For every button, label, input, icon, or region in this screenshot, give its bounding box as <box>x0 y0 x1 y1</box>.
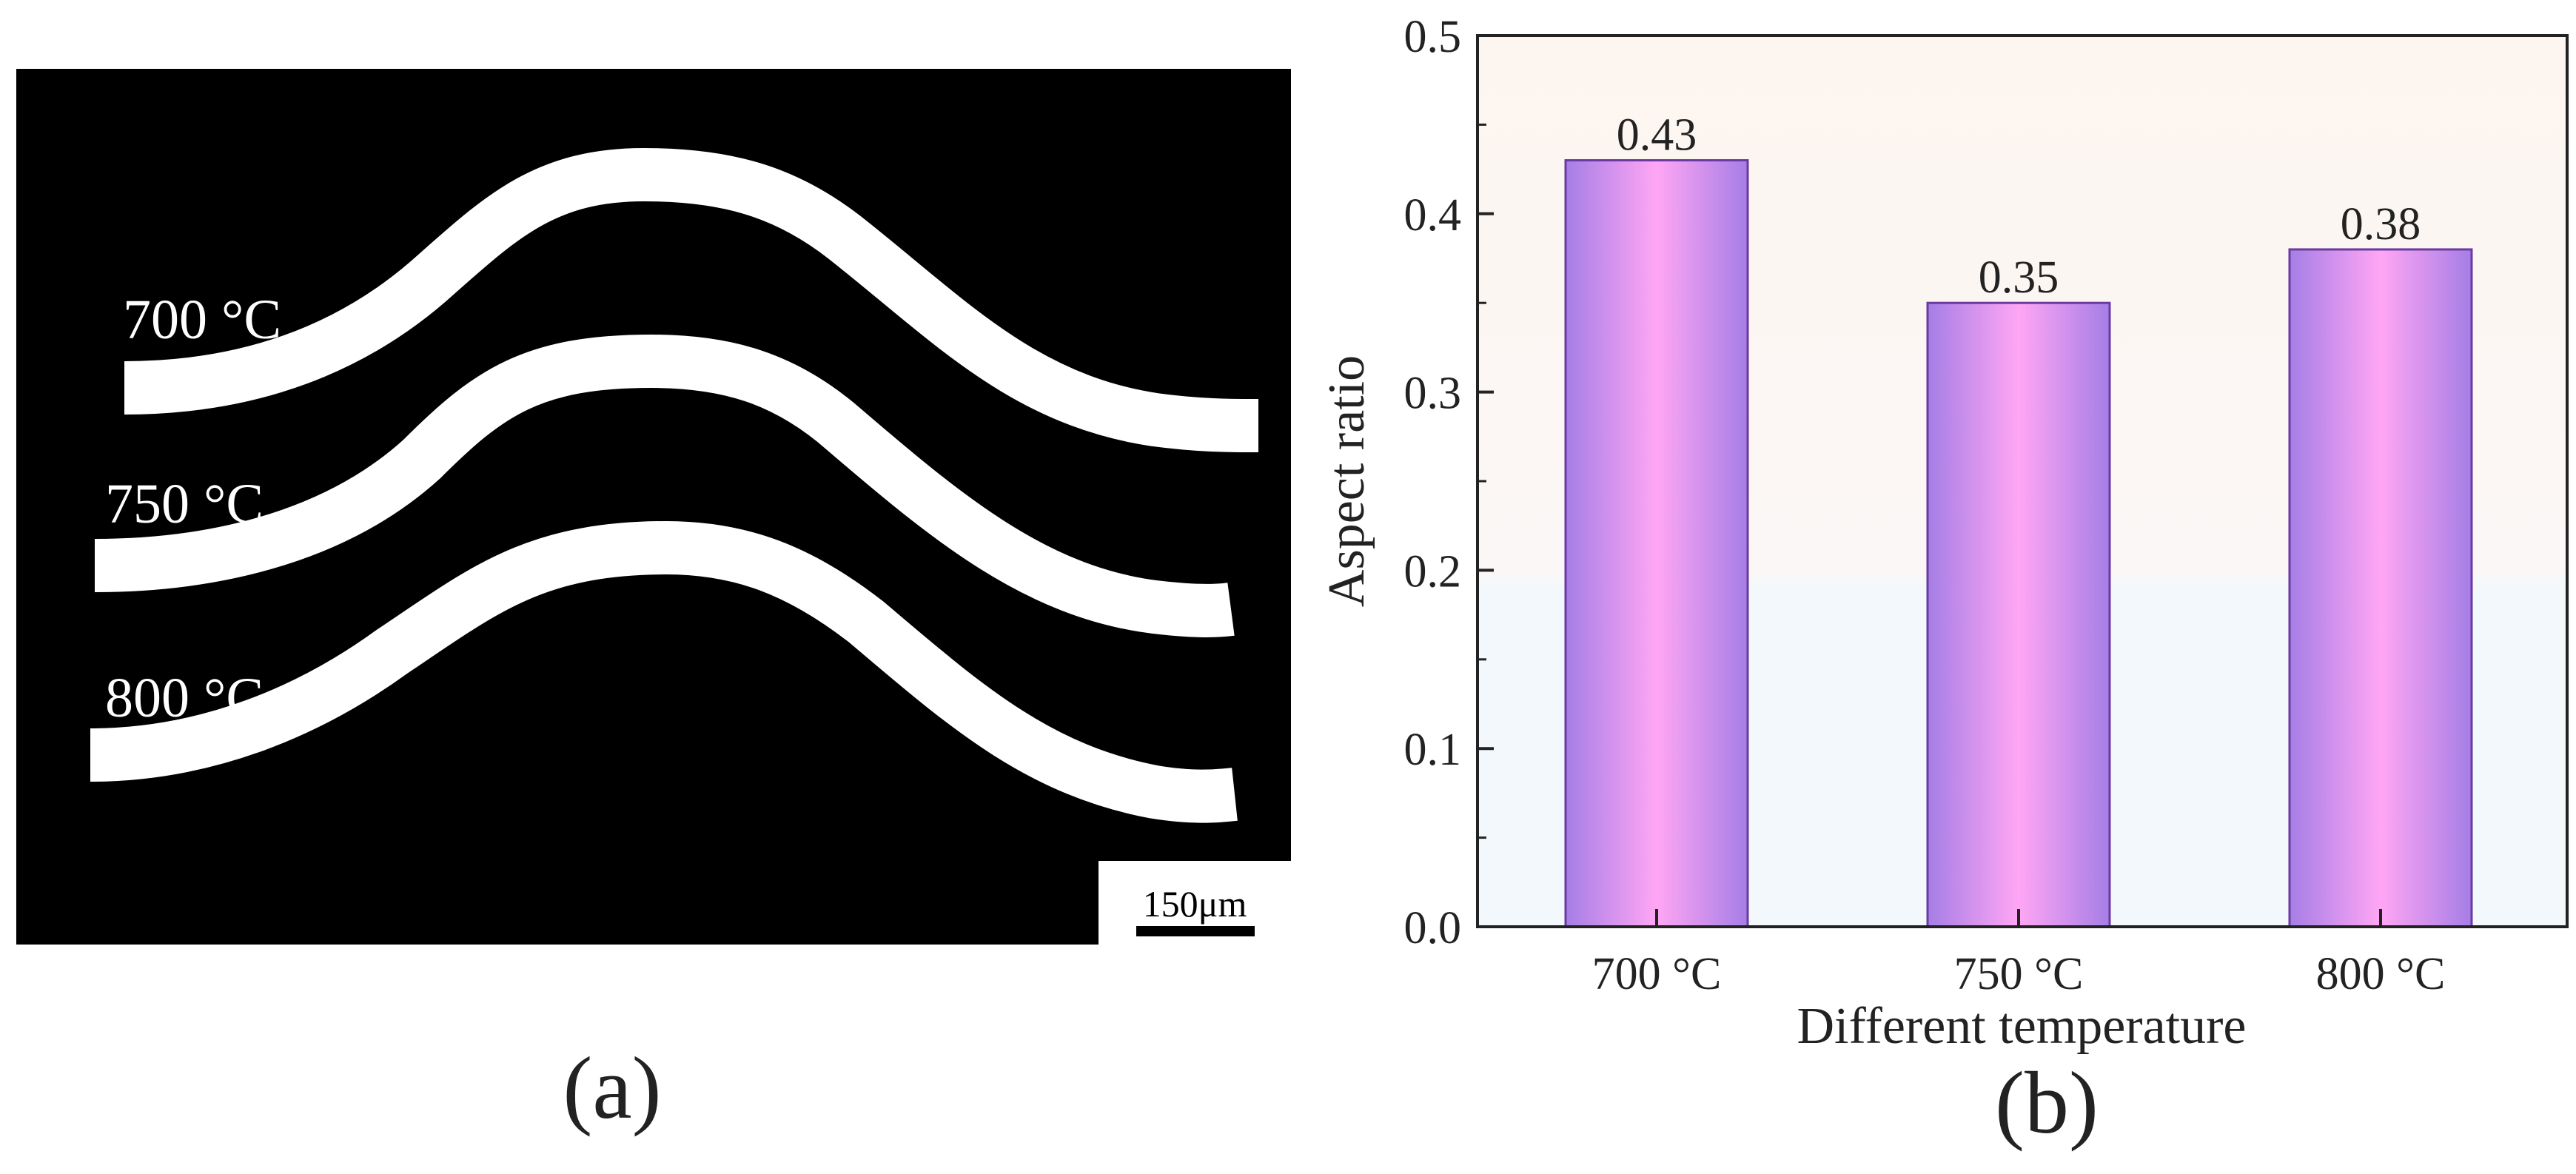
deposited-tracks <box>90 147 1259 823</box>
panel-a: 700 °C 750 °C 800 °C 150μm (a) <box>16 69 1291 1137</box>
y-tick-label: 0.3 <box>1404 369 1462 419</box>
x-axis-label: Different temperature <box>1797 998 2247 1055</box>
track-800 <box>90 520 1238 823</box>
data-label-3: 0.38 <box>2341 199 2421 249</box>
label-700: 700 °C <box>123 289 281 351</box>
panel-b-caption: (b) <box>1995 1053 2099 1152</box>
y-tick-label: 0.2 <box>1404 546 1462 597</box>
x-axis-ticks: 700 °C 750 °C 800 °C <box>1592 909 2446 999</box>
x-tick-label: 800 °C <box>2316 949 2446 999</box>
data-label-2: 0.35 <box>1979 252 2059 303</box>
track-750 <box>94 334 1235 637</box>
panel-b: 0.43 0.35 0.38 0.0 0.1 0.2 0.3 0.4 0.5 700 °C 75… <box>1318 12 2569 1152</box>
panel-a-caption: (a) <box>563 1039 661 1137</box>
x-tick-label: 700 °C <box>1592 949 1722 999</box>
label-750: 750 °C <box>105 473 264 535</box>
scale-bar-label: 150μm <box>1143 883 1247 925</box>
y-axis-ticks: 0.0 0.1 0.2 0.3 0.4 0.5 <box>1404 12 1494 953</box>
micrograph <box>16 69 1291 945</box>
data-label-1: 0.43 <box>1617 110 1697 161</box>
y-tick-label: 0.1 <box>1404 725 1462 775</box>
y-tick-label: 0.4 <box>1404 190 1462 241</box>
y-axis-label: Aspect ratio <box>1318 355 1375 607</box>
bar-2 <box>1926 301 2111 928</box>
y-tick-label: 0.5 <box>1404 12 1462 62</box>
bar-1 <box>1564 159 1749 928</box>
x-tick-label: 750 °C <box>1954 949 2084 999</box>
y-tick-label: 0.0 <box>1404 903 1462 953</box>
bars-layer: 0.43 0.35 0.38 <box>1564 110 2473 928</box>
label-800: 800 °C <box>105 667 264 729</box>
scale-bar-box: 150μm <box>1099 861 1291 945</box>
bar-3 <box>2288 248 2473 928</box>
track-700 <box>124 147 1259 452</box>
scale-bar <box>1136 926 1255 936</box>
